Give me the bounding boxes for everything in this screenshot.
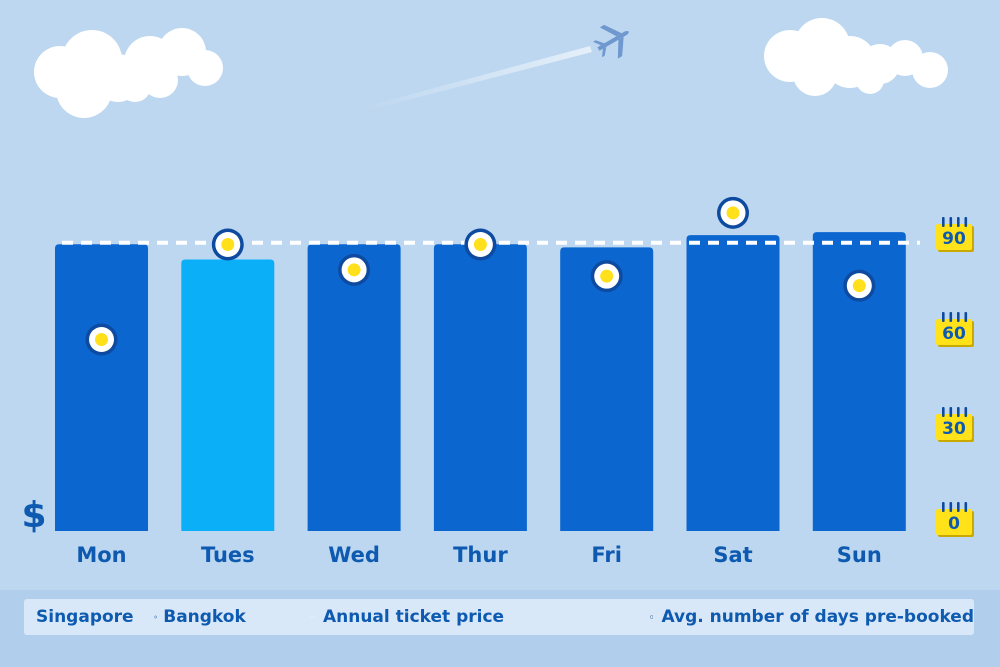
marker-mon bbox=[85, 323, 118, 356]
plane-icon bbox=[153, 615, 157, 619]
marker-tues bbox=[211, 228, 244, 261]
right-axis-tick-30: 30 bbox=[942, 419, 966, 439]
plane-icon bbox=[593, 24, 629, 59]
right-axis-tick-90: 90 bbox=[942, 229, 966, 249]
marker-group bbox=[85, 196, 876, 356]
x-label-fri: Fri bbox=[591, 543, 622, 567]
bar-fri bbox=[560, 247, 654, 531]
calendar-icon: 60 bbox=[936, 312, 974, 347]
x-label-tues: Tues bbox=[201, 543, 255, 567]
bar-group bbox=[55, 232, 906, 532]
x-label-sun: Sun bbox=[837, 543, 882, 567]
marker-wed bbox=[338, 253, 371, 286]
bar-thur bbox=[433, 244, 527, 532]
marker-sun bbox=[843, 269, 876, 302]
bar-tues bbox=[181, 259, 275, 531]
right-axis-tick-60: 60 bbox=[942, 324, 966, 344]
x-label-sat: Sat bbox=[713, 543, 752, 567]
x-axis-labels: Mon Tues Wed Thur Fri Sat Sun bbox=[76, 543, 881, 567]
bar-mon bbox=[55, 244, 148, 532]
legend-origin: Singapore bbox=[36, 607, 134, 627]
bar-wed bbox=[307, 244, 401, 532]
cloud-left-icon bbox=[34, 28, 223, 118]
right-axis: 90 60 30 0 bbox=[936, 217, 974, 537]
calendar-icon: 0 bbox=[936, 502, 974, 537]
plane-contrail bbox=[360, 46, 592, 112]
marker-fri bbox=[590, 260, 623, 293]
x-label-wed: Wed bbox=[328, 543, 380, 567]
dashed-line-icon bbox=[309, 616, 315, 618]
bar-sun bbox=[812, 232, 906, 531]
legend-destination: Bangkok bbox=[163, 607, 246, 627]
legend: Singapore Bangkok Annual ticket price Av… bbox=[24, 599, 974, 635]
marker-circle-icon bbox=[650, 615, 654, 619]
calendar-icon: 90 bbox=[936, 217, 974, 252]
right-axis-tick-0: 0 bbox=[948, 514, 960, 534]
x-label-mon: Mon bbox=[76, 543, 126, 567]
cloud-right-icon bbox=[764, 18, 948, 96]
calendar-icon: 30 bbox=[936, 407, 974, 442]
marker-thur bbox=[464, 228, 497, 261]
bar-sat bbox=[686, 235, 780, 531]
marker-sat bbox=[717, 196, 749, 229]
x-label-thur: Thur bbox=[453, 543, 508, 567]
legend-avg-days-prebooked: Avg. number of days pre-booked bbox=[661, 607, 974, 627]
currency-symbol: $ bbox=[21, 495, 46, 536]
legend-annual-ticket-price: Annual ticket price bbox=[322, 607, 505, 627]
